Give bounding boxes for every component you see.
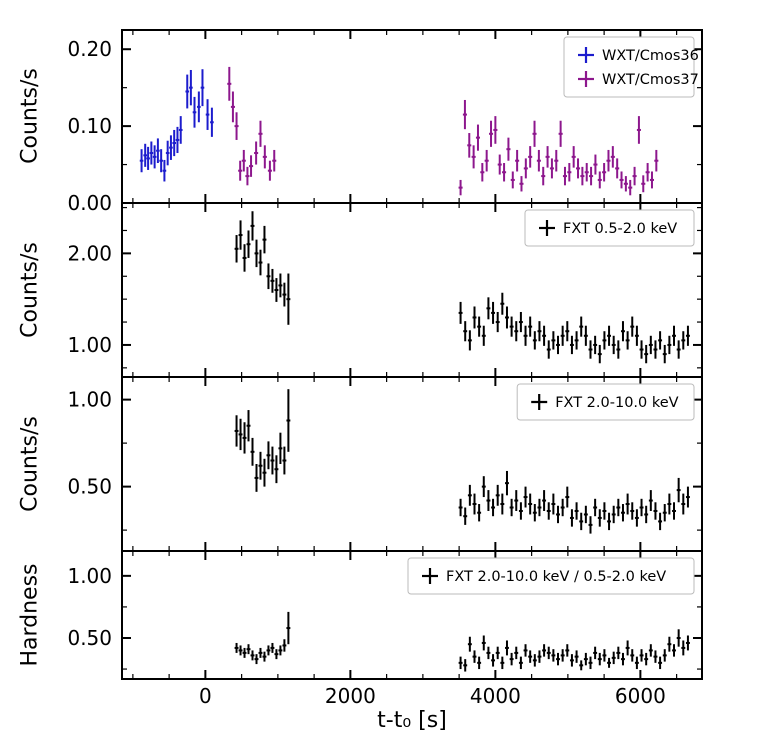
- svg-text:WXT/Cmos36: WXT/Cmos36: [602, 48, 699, 64]
- svg-text:0.20: 0.20: [67, 37, 112, 61]
- svg-text:1.00: 1.00: [67, 333, 112, 357]
- svg-text:0: 0: [199, 684, 212, 708]
- svg-text:1.00: 1.00: [67, 388, 112, 412]
- ylabel-panel-hardness: Hardness: [17, 563, 43, 667]
- svg-text:6000: 6000: [615, 684, 666, 708]
- svg-text:2.00: 2.00: [67, 241, 112, 265]
- svg-text:4000: 4000: [470, 684, 521, 708]
- svg-text:0.00: 0.00: [67, 191, 112, 215]
- svg-text:FXT 2.0-10.0 keV / 0.5-2.0 keV: FXT 2.0-10.0 keV / 0.5-2.0 keV: [446, 569, 666, 585]
- svg-text:WXT/Cmos37: WXT/Cmos37: [602, 72, 699, 88]
- svg-text:0.50: 0.50: [67, 626, 112, 650]
- ylabel-panel-wxt: Counts/s: [17, 68, 43, 164]
- ylabel-panel-fxt-hard: Counts/s: [17, 416, 43, 512]
- svg-text:2000: 2000: [325, 684, 376, 708]
- svg-text:1.00: 1.00: [67, 564, 112, 588]
- svg-text:FXT 2.0-10.0 keV: FXT 2.0-10.0 keV: [555, 395, 678, 411]
- svg-text:FXT 0.5-2.0 keV: FXT 0.5-2.0 keV: [563, 221, 677, 237]
- ylabel-panel-fxt-soft: Counts/s: [17, 242, 43, 338]
- svg-text:0.10: 0.10: [67, 114, 112, 138]
- svg-text:0.50: 0.50: [67, 475, 112, 499]
- xlabel: t-t₀ [s]: [377, 708, 447, 733]
